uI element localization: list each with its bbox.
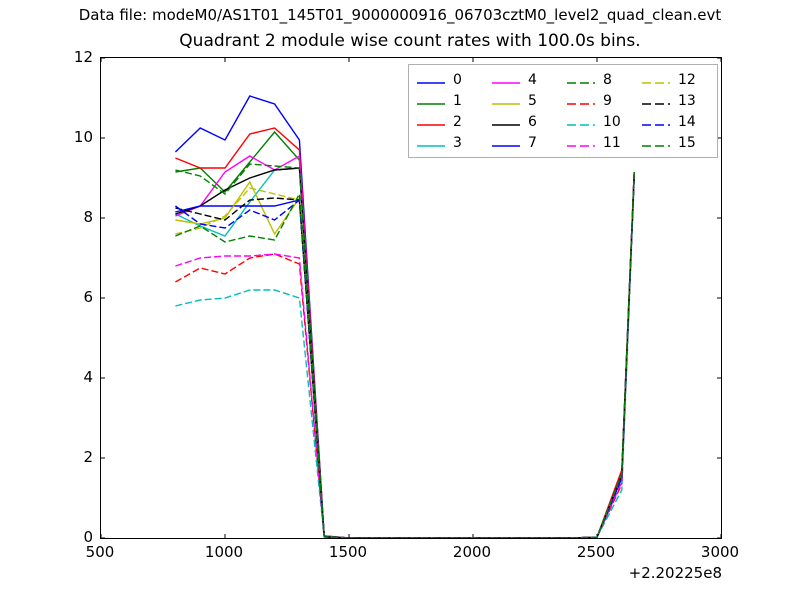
legend: 0 1 2 3 4 5 6 7 8 9 10 11 12 13 14 15 <box>408 64 718 158</box>
legend-label: 10 <box>603 113 621 130</box>
legend-entry-5[interactable]: 5 <box>488 90 563 111</box>
series-line-14 <box>174 175 635 538</box>
legend-line-swatch <box>416 95 446 107</box>
legend-entry-8[interactable]: 8 <box>563 69 638 90</box>
y-tick-label: 10 <box>73 128 93 146</box>
legend-entry-1[interactable]: 1 <box>413 90 488 111</box>
legend-entry-2[interactable]: 2 <box>413 111 488 132</box>
figure-suptitle: Data file: modeM0/AS1T01_145T01_90000009… <box>78 6 722 24</box>
x-tick-label: 1000 <box>204 543 244 561</box>
series-line-5 <box>175 173 635 538</box>
legend-line-swatch <box>566 74 596 86</box>
series-line-7 <box>175 175 635 538</box>
series-line-11 <box>175 171 635 538</box>
legend-label: 1 <box>453 92 462 109</box>
y-tick-label: 8 <box>83 208 93 226</box>
series-line-3 <box>175 167 635 538</box>
legend-line-swatch <box>416 116 446 128</box>
legend-label: 0 <box>453 71 462 88</box>
legend-line-swatch <box>641 74 671 86</box>
legend-label: 11 <box>603 134 621 151</box>
series-line-10 <box>175 179 635 538</box>
series-line-0 <box>174 95 635 538</box>
legend-label: 8 <box>603 71 612 88</box>
y-tick-label: 6 <box>83 288 93 306</box>
legend-line-swatch <box>566 137 596 149</box>
legend-entry-6[interactable]: 6 <box>488 111 563 132</box>
legend-line-swatch <box>566 95 596 107</box>
series-line-9 <box>175 175 635 538</box>
legend-line-swatch <box>416 137 446 149</box>
y-tick-label: 4 <box>83 368 93 386</box>
legend-label: 2 <box>453 113 462 130</box>
legend-label: 3 <box>453 134 462 151</box>
series-line-6 <box>175 167 635 538</box>
legend-line-swatch <box>491 74 521 86</box>
legend-label: 14 <box>678 113 696 130</box>
legend-entry-10[interactable]: 10 <box>563 111 638 132</box>
legend-line-swatch <box>491 137 521 149</box>
legend-label: 15 <box>678 134 696 151</box>
legend-entry-3[interactable]: 3 <box>413 132 488 153</box>
legend-line-swatch <box>491 116 521 128</box>
series-line-4 <box>175 154 635 538</box>
x-tick-label: 500 <box>85 543 115 561</box>
y-axis-tick-labels: 0 2 4 6 8 10 12 <box>27 48 93 546</box>
legend-label: 4 <box>528 71 537 88</box>
series-line-13 <box>175 175 635 538</box>
legend-line-swatch <box>491 95 521 107</box>
x-tick-label: 3000 <box>700 543 740 561</box>
y-tick-label: 0 <box>83 528 93 546</box>
y-tick-label: 12 <box>73 48 93 66</box>
legend-entry-12[interactable]: 12 <box>638 69 713 90</box>
legend-label: 13 <box>678 92 696 109</box>
legend-line-swatch <box>566 116 596 128</box>
series-line-12 <box>175 175 635 538</box>
x-tick-label: 2000 <box>452 543 492 561</box>
legend-entry-9[interactable]: 9 <box>563 90 638 111</box>
legend-label: 5 <box>528 92 537 109</box>
legend-line-swatch <box>416 74 446 86</box>
legend-entry-15[interactable]: 15 <box>638 132 713 153</box>
legend-grid: 0 1 2 3 4 5 6 7 8 9 10 11 12 13 14 15 <box>413 69 713 153</box>
legend-entry-0[interactable]: 0 <box>413 69 488 90</box>
legend-entry-11[interactable]: 11 <box>563 132 638 153</box>
x-tick-label: 2500 <box>576 543 616 561</box>
axes-title: Quadrant 2 module wise count rates with … <box>179 31 641 51</box>
legend-entry-13[interactable]: 13 <box>638 90 713 111</box>
x-tick-label: 1500 <box>328 543 368 561</box>
x-axis-offset-label: +2.20225e8 <box>628 564 722 582</box>
series-line-1 <box>175 130 635 538</box>
series-line-2 <box>175 127 635 538</box>
series-line-15 <box>175 171 635 538</box>
legend-label: 7 <box>528 134 537 151</box>
legend-label: 9 <box>603 92 612 109</box>
legend-label: 6 <box>528 113 537 130</box>
legend-label: 12 <box>678 71 696 88</box>
legend-entry-4[interactable]: 4 <box>488 69 563 90</box>
series-line-8 <box>175 163 635 538</box>
legend-line-swatch <box>641 95 671 107</box>
legend-entry-7[interactable]: 7 <box>488 132 563 153</box>
plot-lines-svg <box>101 58 721 538</box>
y-tick-label: 2 <box>83 448 93 466</box>
legend-entry-14[interactable]: 14 <box>638 111 713 132</box>
legend-line-swatch <box>641 116 671 128</box>
legend-line-swatch <box>641 137 671 149</box>
x-axis-tick-labels: 500 1000 1500 2000 2500 3000 <box>86 543 739 567</box>
